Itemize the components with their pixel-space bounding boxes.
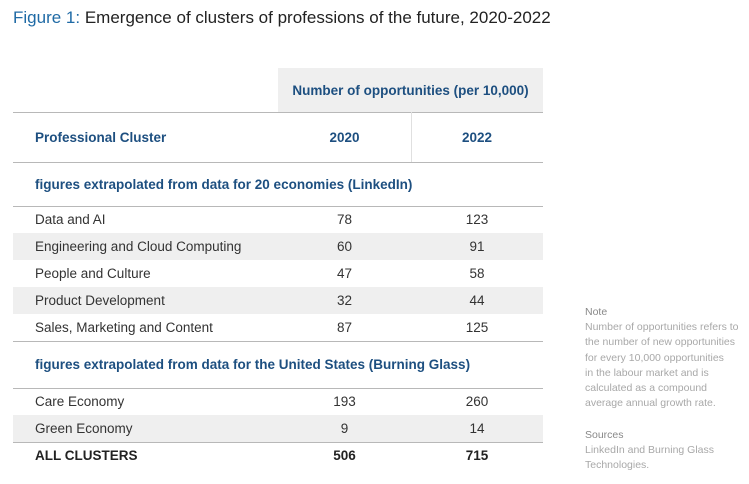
sources-heading: Sources <box>585 429 624 441</box>
sources-body: LinkedIn and Burning Glass Technologies. <box>585 443 714 473</box>
table-row <box>13 415 543 442</box>
sources: Sources LinkedIn and Burning Glass Techno… <box>585 428 714 474</box>
table-cell-number: 44 <box>469 293 485 308</box>
table-cell-label: Data and AI <box>35 212 106 227</box>
table-cell-label: Sales, Marketing and Content <box>35 320 213 335</box>
text-line: LinkedIn and Burning Glass <box>585 444 714 457</box>
table-cell-number: 32 <box>336 293 353 308</box>
section-heading: figures extrapolated from data for 20 ec… <box>35 176 413 192</box>
table-cell-label: People and Culture <box>35 266 151 281</box>
table-cell-label: Green Economy <box>35 421 133 436</box>
table-cell-number: 506 <box>333 448 356 463</box>
table-cell-number: 14 <box>469 421 485 436</box>
text-line: calculated as a compound <box>585 382 707 395</box>
group-header: Number of opportunities (per 10,000) <box>278 68 543 112</box>
rule <box>13 341 543 342</box>
table-cell-number: 87 <box>336 320 353 335</box>
table-cell-number: 260 <box>465 394 489 409</box>
table-cell-number: 47 <box>336 266 353 281</box>
figure-label: Figure 1: <box>13 8 81 27</box>
rule <box>13 388 543 389</box>
rule <box>13 442 543 443</box>
column-divider <box>411 112 412 162</box>
table-cell-number: 193 <box>333 394 356 409</box>
table-cell-number: 9 <box>340 421 349 436</box>
table-cell-number: 715 <box>465 448 489 463</box>
table-cell-number: 123 <box>465 212 489 227</box>
rule <box>13 162 543 163</box>
table-cell-label: ALL CLUSTERS <box>35 448 138 463</box>
table-cell-number: 78 <box>336 212 353 227</box>
text-line: for every 10,000 opportunities <box>585 351 724 364</box>
table-row <box>13 287 543 314</box>
text-line: Number of opportunities refers to <box>585 321 739 334</box>
table-cell-label: Engineering and Cloud Computing <box>35 239 242 254</box>
text-line: Technologies. <box>585 459 650 472</box>
column-header: 2022 <box>461 129 493 145</box>
note-body: Number of opportunities refers to the num… <box>585 320 739 411</box>
note-heading: Note <box>585 306 608 318</box>
table-row <box>13 233 543 260</box>
table-cell-number: 60 <box>336 239 353 254</box>
table-cell-number: 58 <box>469 266 485 281</box>
text-line: in the labour market and is <box>585 366 709 379</box>
note: Note Number of opportunities refers to th… <box>585 305 739 411</box>
table-cell-label: Care Economy <box>35 394 125 409</box>
table-cell-label: Product Development <box>35 293 165 308</box>
table-cell-number: 125 <box>465 320 489 335</box>
column-header: Professional Cluster <box>35 129 167 145</box>
rule <box>13 112 543 113</box>
text-line: average annual growth rate. <box>585 397 716 410</box>
section-heading: figures extrapolated from data for the U… <box>35 357 471 372</box>
figure-title: Figure 1: Emergence of clusters of profe… <box>13 8 551 28</box>
figure-title-text: Emergence of clusters of professions of … <box>84 8 551 27</box>
text-line: the number of new opportunities <box>585 336 736 349</box>
column-header: 2020 <box>329 129 360 145</box>
table-cell-number: 91 <box>469 239 485 254</box>
rule <box>13 206 543 207</box>
